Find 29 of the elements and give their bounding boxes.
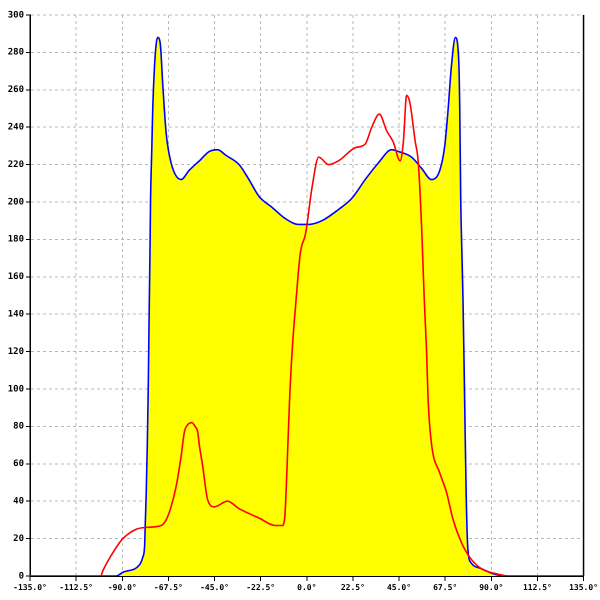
x-tick-label: 45.0° xyxy=(386,582,412,592)
y-tick-label: 260 xyxy=(8,85,24,96)
x-tick-label: 112.5° xyxy=(522,582,552,592)
x-tick-label: -67.5° xyxy=(154,582,183,592)
x-tick-label: 67.5° xyxy=(433,582,458,592)
y-tick-label: 100 xyxy=(8,384,24,394)
y-tick-label: 80 xyxy=(13,422,24,432)
y-tick-label: 300 xyxy=(8,10,24,20)
x-tick-label: -112.5° xyxy=(59,582,93,592)
y-tick-label: 160 xyxy=(8,272,24,282)
y-tick-label: 140 xyxy=(8,310,24,320)
y-tick-label: 20 xyxy=(13,534,24,544)
x-tick-label: 90.0° xyxy=(479,582,504,592)
x-tick-label: -135.0° xyxy=(13,582,47,592)
x-tick-label: 22.5° xyxy=(340,582,365,592)
x-tick-label: 135.0° xyxy=(569,582,598,592)
y-tick-label: 240 xyxy=(8,122,24,133)
y-tick-label: 200 xyxy=(8,197,24,208)
x-tick-label: 0.0° xyxy=(297,582,316,592)
y-tick-label: 120 xyxy=(8,346,24,357)
y-tick-label: 60 xyxy=(13,459,24,470)
y-tick-label: 180 xyxy=(8,234,24,245)
y-tick-label: 0 xyxy=(18,571,24,582)
y-tick-label: 40 xyxy=(13,496,24,507)
y-tick-label: 280 xyxy=(8,48,24,58)
x-tick-label: -45.0° xyxy=(200,582,229,592)
y-tick-label: 220 xyxy=(8,160,24,170)
x-tick-label: -22.5° xyxy=(246,582,276,592)
x-tick-label: -90.0° xyxy=(108,582,137,592)
